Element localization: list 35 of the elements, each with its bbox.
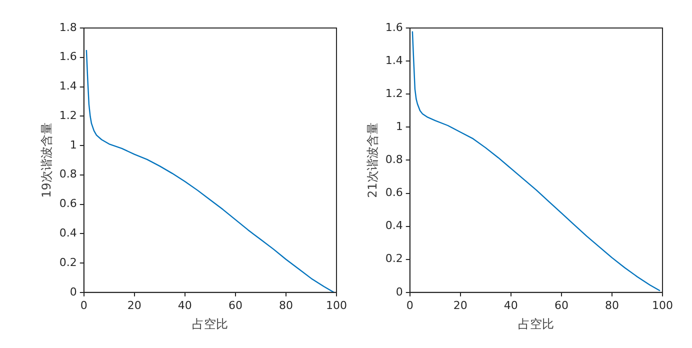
y-tick-label: 0.6 <box>59 197 77 210</box>
x-axis-title: 占空比 <box>192 316 228 331</box>
y-axis-title: 21次谐波含量 <box>365 122 380 198</box>
y-tick-label: 0.2 <box>59 256 77 269</box>
y-axis-title: 19次谐波含量 <box>39 122 54 198</box>
y-tick-label: 1.2 <box>59 108 77 122</box>
x-tick-label: 20 <box>127 298 142 312</box>
y-tick-label: 1.6 <box>59 50 77 64</box>
x-tick-label: 100 <box>326 298 347 312</box>
x-tick-label: 0 <box>406 298 414 312</box>
y-tick-label: 0 <box>70 285 77 298</box>
y-tick-label: 0.2 <box>385 252 403 266</box>
x-tick-label: 20 <box>453 298 468 312</box>
y-tick-label: 1 <box>396 120 403 134</box>
x-tick-label: 60 <box>554 298 568 312</box>
y-tick-label: 1.8 <box>59 20 77 34</box>
y-tick-label: 1.4 <box>59 80 77 93</box>
y-tick-label: 0.8 <box>385 153 403 166</box>
y-tick-label: 1 <box>70 138 77 152</box>
x-axis-title: 占空比 <box>518 316 554 331</box>
y-tick-label: 1.4 <box>385 54 403 67</box>
y-tick-label: 0.4 <box>385 219 403 232</box>
x-tick-label: 60 <box>228 298 242 312</box>
y-tick-label: 1.6 <box>385 20 403 34</box>
y-tick-label: 0.4 <box>59 226 77 240</box>
x-tick-label: 40 <box>504 298 518 312</box>
x-tick-label: 100 <box>652 298 673 312</box>
y-tick-label: 0 <box>396 285 403 298</box>
x-tick-label: 0 <box>80 298 88 312</box>
x-tick-label: 80 <box>278 298 293 312</box>
y-tick-label: 0.8 <box>59 168 77 181</box>
x-tick-label: 40 <box>178 298 192 312</box>
x-tick-label: 80 <box>604 298 619 312</box>
y-tick-label: 1.2 <box>385 86 403 100</box>
y-tick-label: 0.6 <box>385 186 403 200</box>
